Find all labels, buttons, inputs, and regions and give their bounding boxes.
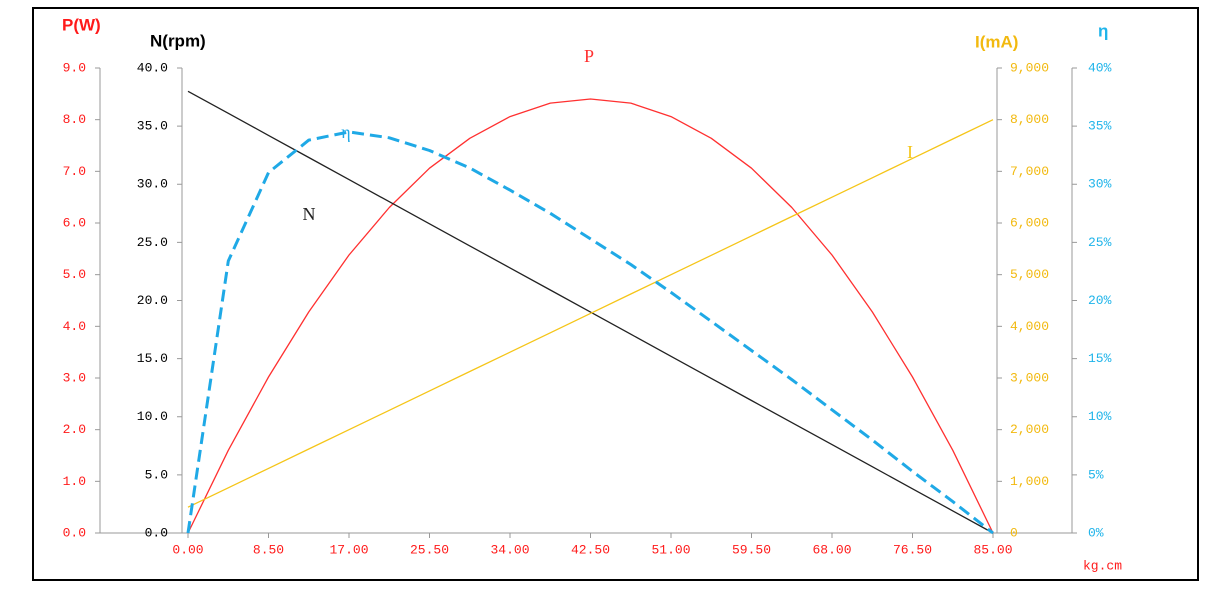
frame xyxy=(32,7,1199,581)
y-tick-label: 6,000 xyxy=(1010,215,1049,230)
y-tick-label: 35.0 xyxy=(137,119,168,134)
y-tick-label: 8,000 xyxy=(1010,112,1049,127)
y-tick-label: 10.0 xyxy=(137,409,168,424)
y-axis-title: I(mA) xyxy=(975,32,1018,51)
y-axis-title: P(W) xyxy=(62,15,101,34)
y-tick-label: 4.0 xyxy=(63,319,86,334)
y-tick-label: 7,000 xyxy=(1010,164,1049,179)
x-tick-label: 59.50 xyxy=(732,542,771,557)
series-label: P xyxy=(584,46,594,66)
x-tick-label: 42.50 xyxy=(571,542,610,557)
series-label: N xyxy=(303,204,316,224)
series-line xyxy=(186,130,994,535)
x-tick-label: 17.00 xyxy=(329,542,368,557)
y-tick-label: 35% xyxy=(1088,119,1112,134)
y-tick-label: 40.0 xyxy=(137,60,168,75)
series-line xyxy=(187,90,994,534)
y-tick-label: 0 xyxy=(1010,525,1018,540)
y-tick-label: 15% xyxy=(1088,351,1112,366)
y-tick-label: 3.0 xyxy=(63,370,86,385)
y-tick-label: 20.0 xyxy=(137,293,168,308)
y-tick-label: 1.0 xyxy=(63,474,86,489)
y-tick-label: 0.0 xyxy=(145,525,168,540)
x-tick-label: 34.00 xyxy=(490,542,529,557)
y-tick-label: 5% xyxy=(1088,467,1104,482)
y-tick-label: 40% xyxy=(1088,60,1112,75)
y-tick-label: 5,000 xyxy=(1010,267,1049,282)
y-tick-label: 25.0 xyxy=(137,235,168,250)
x-tick-label: 8.50 xyxy=(253,542,284,557)
x-tick-label: 68.00 xyxy=(812,542,851,557)
y-tick-label: 0.0 xyxy=(63,525,86,540)
y-tick-label: 8.0 xyxy=(63,112,86,127)
x-tick-label: 51.00 xyxy=(651,542,690,557)
y-tick-label: 15.0 xyxy=(137,351,168,366)
y-tick-label: 6.0 xyxy=(63,215,86,230)
x-tick-label: 76.50 xyxy=(893,542,932,557)
y-tick-label: 25% xyxy=(1088,235,1112,250)
y-tick-label: 5.0 xyxy=(63,267,86,282)
y-tick-label: 2,000 xyxy=(1010,422,1049,437)
y-axis-title: η xyxy=(1098,21,1108,40)
y-tick-label: 30% xyxy=(1088,177,1112,192)
y-tick-label: 5.0 xyxy=(145,467,168,482)
y-tick-label: 4,000 xyxy=(1010,319,1049,334)
y-tick-label: 0% xyxy=(1088,525,1104,540)
y-tick-label: 1,000 xyxy=(1010,474,1049,489)
series-label: I xyxy=(907,142,913,162)
series-line xyxy=(187,119,994,508)
y-tick-label: 7.0 xyxy=(63,164,86,179)
y-axis-title: N(rpm) xyxy=(150,31,206,50)
x-tick-label: 0.00 xyxy=(172,542,203,557)
x-tick-label: 85.00 xyxy=(973,542,1012,557)
y-tick-label: 9,000 xyxy=(1010,60,1049,75)
y-tick-label: 3,000 xyxy=(1010,370,1049,385)
y-tick-label: 2.0 xyxy=(63,422,86,437)
series-label: η xyxy=(341,122,350,142)
y-tick-label: 20% xyxy=(1088,293,1112,308)
x-axis-title: kg.cm xyxy=(1083,558,1122,573)
x-tick-label: 25.50 xyxy=(410,542,449,557)
y-tick-label: 9.0 xyxy=(63,60,86,75)
y-tick-label: 30.0 xyxy=(137,177,168,192)
y-tick-label: 10% xyxy=(1088,409,1112,424)
series-line xyxy=(187,98,994,534)
